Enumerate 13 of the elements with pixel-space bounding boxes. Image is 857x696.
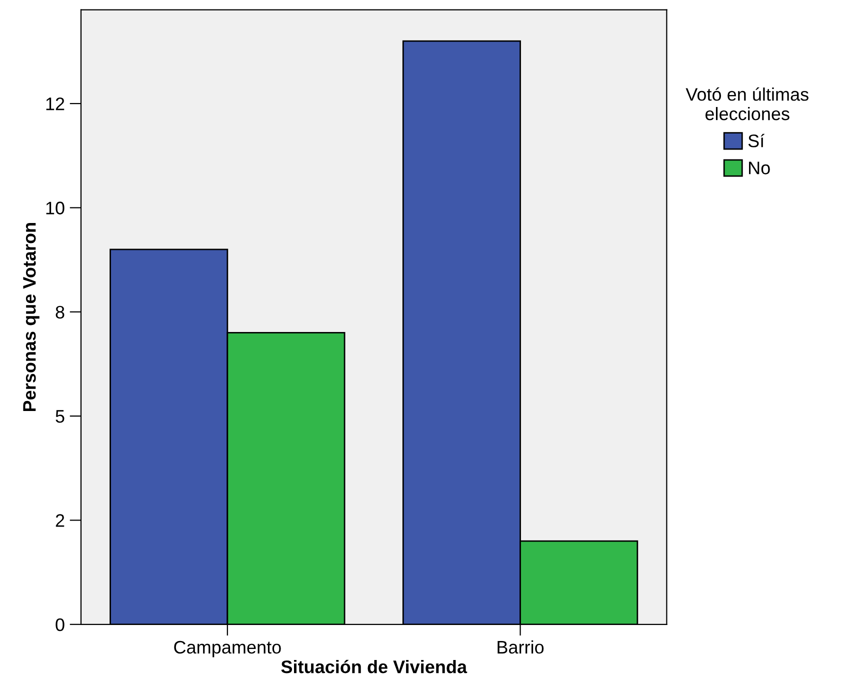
y-axis-title: Personas que Votaron	[23, 223, 40, 412]
y-tick-label: 2	[56, 514, 64, 527]
y-tick-label: 5	[56, 410, 64, 423]
x-axis-title: Situación de Vivienda	[281, 660, 468, 674]
legend-label: No	[749, 162, 770, 174]
x-tick-label: Campamento	[174, 640, 281, 658]
legend-title: Votó en últimas elecciones	[686, 87, 808, 120]
x-tick-label: Barrio	[498, 640, 544, 654]
y-tick-label: 8	[56, 306, 64, 319]
y-tick-label: 12	[46, 97, 64, 110]
y-tick-label: 0	[56, 618, 64, 632]
legend-label: Sí	[748, 134, 765, 148]
y-tick-label: 10	[46, 202, 64, 214]
